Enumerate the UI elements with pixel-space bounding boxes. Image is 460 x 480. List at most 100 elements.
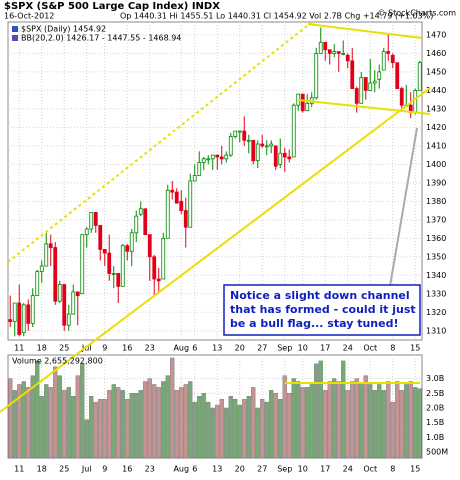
y-tick-label: 1380 (426, 197, 446, 206)
annotation-box (223, 284, 421, 336)
volume-bar (354, 378, 359, 459)
volume-bar (8, 378, 13, 459)
candle-body (395, 62, 400, 89)
volume-bar (156, 387, 161, 459)
channel-line (297, 99, 431, 115)
candle-body (21, 304, 26, 334)
candle-body (278, 152, 283, 165)
volume-bar (363, 375, 368, 459)
volume-bar (80, 363, 85, 459)
volume-bar (48, 387, 53, 459)
candle-body (215, 154, 220, 158)
candle-body (84, 228, 89, 236)
legend-swatch (12, 35, 18, 41)
candle-body (179, 200, 184, 211)
x-tick-label: 6 (192, 344, 197, 353)
volume-bar (219, 398, 224, 459)
candle-body (260, 143, 265, 147)
candle-body (156, 278, 161, 282)
volume-bar (305, 387, 310, 459)
volume-bar (350, 381, 355, 459)
candle-body (197, 162, 202, 176)
volume-bar (228, 396, 233, 459)
volume-bar (89, 396, 94, 459)
volume-bar (408, 381, 413, 459)
volume-bar (359, 384, 364, 459)
x-tick-label: 10 (298, 344, 308, 353)
y2-tick-label: 1.0B (426, 433, 444, 442)
annotation: be a bull flag... stay tuned! (230, 317, 398, 330)
volume-bar (332, 378, 337, 459)
volume-bar (138, 390, 143, 459)
x-tick-label: 27 (257, 344, 267, 353)
x-tick-label: 20 (235, 344, 245, 353)
candle-body (417, 62, 422, 91)
candle-body (111, 273, 116, 275)
y2-tick-label: 500M (426, 448, 448, 457)
volume-bar (35, 360, 40, 459)
candle-body (129, 232, 134, 252)
volume-bar (134, 393, 139, 459)
candle-body (161, 237, 166, 280)
candle-body (143, 208, 148, 236)
volume-bar (39, 396, 44, 459)
volume-bar (237, 404, 242, 459)
volume-bar (395, 381, 400, 459)
quote: Op 1440.31 Hi 1455.51 Lo 1440.31 Cl 1454… (120, 12, 433, 21)
x-tick-label: 27 (257, 465, 267, 474)
candle-body (93, 212, 98, 226)
volume-bar (107, 390, 112, 459)
volume-bar (192, 401, 197, 459)
candle-body (377, 71, 382, 80)
volume-bar (233, 398, 238, 459)
volume-bar (341, 360, 346, 459)
y2-tick-label: 2.5B (426, 389, 444, 398)
candle-body (255, 143, 260, 162)
volume-bar (201, 393, 206, 459)
x-tick-label: 15 (410, 465, 420, 474)
volume-bar (296, 381, 301, 459)
candle-body (17, 302, 22, 335)
candle-body (264, 145, 269, 148)
volume-bar (62, 390, 67, 459)
trend-line (7, 21, 313, 263)
volume-bar (179, 387, 184, 459)
candle-body (368, 82, 373, 91)
candle-body (332, 51, 337, 54)
legend-swatch (12, 26, 18, 32)
candle-body (26, 304, 31, 324)
volume-bar (12, 390, 17, 459)
volume-bar (143, 381, 148, 459)
x-tick-label: 13 (212, 344, 222, 353)
candle-body (102, 249, 107, 254)
candle-body (224, 154, 229, 160)
volume-bar (44, 384, 49, 459)
volume-bar (57, 375, 62, 459)
candle-body (237, 130, 242, 133)
candle-body (413, 90, 418, 113)
x-tick-label: 20 (235, 465, 245, 474)
candle-body (75, 291, 80, 297)
candle-body (116, 273, 121, 287)
volume-bar (129, 393, 134, 459)
candle-body (233, 130, 238, 138)
y-tick-label: 1360 (426, 234, 446, 243)
candle-body (399, 88, 404, 106)
x-tick-label: 6 (192, 465, 197, 474)
volume-legend: Volume 2,655,292,800 (12, 357, 103, 366)
volume-bar (282, 375, 287, 459)
volume-bar (84, 419, 89, 459)
candle-body (251, 139, 256, 162)
y-tick-label: 1460 (426, 49, 446, 58)
candle-body (269, 143, 274, 147)
candle-body (210, 154, 215, 160)
volume-bar (161, 381, 166, 459)
x-tick-label: Aug (173, 465, 189, 474)
candle-body (341, 53, 346, 55)
volume-bar (287, 393, 292, 459)
candle-body (390, 54, 395, 64)
candle-body (107, 252, 112, 274)
volume-bar (309, 384, 314, 459)
y-tick-label: 1340 (426, 271, 446, 280)
